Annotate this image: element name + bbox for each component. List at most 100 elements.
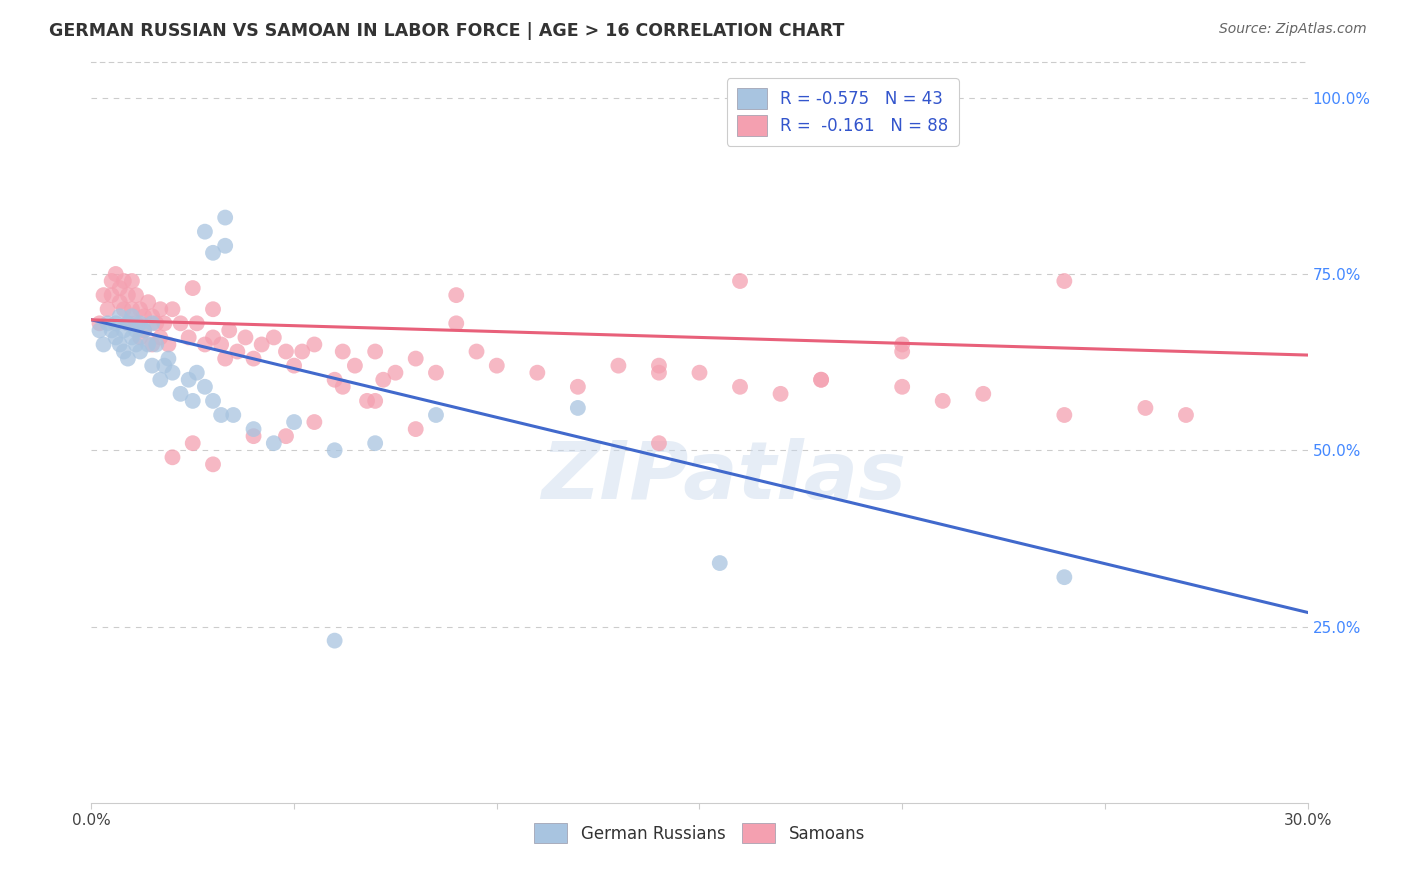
Point bbox=[526, 366, 548, 380]
Point bbox=[242, 429, 264, 443]
Point bbox=[104, 267, 127, 281]
Point bbox=[648, 366, 671, 380]
Point bbox=[149, 373, 172, 387]
Point bbox=[648, 436, 671, 450]
Point bbox=[112, 302, 135, 317]
Point bbox=[1135, 401, 1157, 415]
Point bbox=[250, 337, 273, 351]
Point bbox=[343, 359, 366, 373]
Point bbox=[810, 373, 832, 387]
Point bbox=[465, 344, 488, 359]
Point bbox=[425, 366, 447, 380]
Point bbox=[242, 422, 264, 436]
Point bbox=[274, 429, 297, 443]
Point bbox=[100, 274, 122, 288]
Point bbox=[141, 359, 163, 373]
Point bbox=[97, 302, 120, 317]
Point bbox=[157, 337, 180, 351]
Point bbox=[125, 323, 148, 337]
Point bbox=[202, 393, 225, 408]
Point bbox=[728, 380, 751, 394]
Point bbox=[93, 337, 115, 351]
Point bbox=[485, 359, 508, 373]
Point bbox=[136, 295, 159, 310]
Point bbox=[194, 337, 217, 351]
Legend: German Russians, Samoans: German Russians, Samoans bbox=[527, 816, 872, 850]
Point bbox=[291, 344, 314, 359]
Point bbox=[162, 450, 184, 465]
Point bbox=[304, 337, 326, 351]
Point bbox=[567, 401, 589, 415]
Point bbox=[810, 373, 832, 387]
Point bbox=[263, 330, 285, 344]
Point bbox=[222, 408, 245, 422]
Point bbox=[121, 274, 143, 288]
Point bbox=[121, 310, 143, 324]
Point bbox=[89, 316, 111, 330]
Point bbox=[89, 323, 111, 337]
Point bbox=[891, 344, 914, 359]
Point bbox=[93, 288, 115, 302]
Point bbox=[263, 436, 285, 450]
Point bbox=[444, 288, 467, 302]
Point bbox=[153, 316, 176, 330]
Point bbox=[149, 302, 172, 317]
Point bbox=[121, 302, 143, 317]
Point bbox=[1053, 274, 1076, 288]
Point bbox=[202, 245, 225, 260]
Point bbox=[132, 323, 155, 337]
Point bbox=[444, 316, 467, 330]
Point bbox=[108, 337, 131, 351]
Point bbox=[177, 373, 200, 387]
Point bbox=[145, 316, 167, 330]
Point bbox=[405, 351, 427, 366]
Point bbox=[117, 288, 139, 302]
Point bbox=[104, 316, 127, 330]
Point bbox=[364, 344, 387, 359]
Point bbox=[186, 316, 208, 330]
Point bbox=[323, 633, 346, 648]
Point bbox=[112, 344, 135, 359]
Point bbox=[1053, 570, 1076, 584]
Point bbox=[323, 373, 346, 387]
Point bbox=[117, 351, 139, 366]
Point bbox=[157, 351, 180, 366]
Point bbox=[607, 359, 630, 373]
Point bbox=[364, 393, 387, 408]
Point bbox=[181, 393, 204, 408]
Point bbox=[194, 380, 217, 394]
Point bbox=[356, 393, 378, 408]
Point bbox=[117, 316, 139, 330]
Point bbox=[688, 366, 710, 380]
Point bbox=[567, 380, 589, 394]
Point bbox=[709, 556, 731, 570]
Point bbox=[141, 337, 163, 351]
Point bbox=[209, 408, 232, 422]
Point bbox=[141, 316, 163, 330]
Point bbox=[214, 211, 236, 225]
Point bbox=[181, 281, 204, 295]
Point bbox=[149, 330, 172, 344]
Point bbox=[141, 310, 163, 324]
Point bbox=[891, 337, 914, 351]
Point bbox=[169, 316, 191, 330]
Point bbox=[332, 344, 354, 359]
Point bbox=[769, 387, 792, 401]
Point bbox=[332, 380, 354, 394]
Point bbox=[117, 316, 139, 330]
Point bbox=[181, 436, 204, 450]
Point bbox=[425, 408, 447, 422]
Point bbox=[125, 316, 148, 330]
Point bbox=[112, 274, 135, 288]
Point bbox=[136, 337, 159, 351]
Point bbox=[129, 316, 152, 330]
Point bbox=[218, 323, 240, 337]
Point bbox=[108, 295, 131, 310]
Text: Source: ZipAtlas.com: Source: ZipAtlas.com bbox=[1219, 22, 1367, 37]
Point bbox=[194, 225, 217, 239]
Point bbox=[1175, 408, 1198, 422]
Point bbox=[972, 387, 994, 401]
Point bbox=[214, 239, 236, 253]
Point bbox=[125, 288, 148, 302]
Point bbox=[373, 373, 395, 387]
